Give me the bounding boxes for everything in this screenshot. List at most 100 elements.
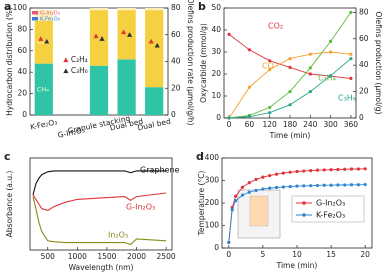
legend-label: G-In₂O₃	[316, 199, 345, 208]
data-point	[254, 188, 258, 192]
x-tick-label: 120	[263, 120, 278, 129]
bar-segment	[117, 8, 136, 11]
data-point	[295, 184, 299, 188]
data-point	[336, 183, 340, 187]
x-axis-label: Time (min)	[269, 131, 311, 140]
x-tick-label: 1000	[68, 252, 87, 261]
data-point	[247, 115, 251, 119]
x-axis-label: Wavelength (nm)	[69, 263, 134, 272]
panel-label: c	[4, 150, 11, 163]
bar-segment	[117, 59, 136, 115]
y2-axis-label: Olefins production (μmol/g)	[374, 12, 383, 115]
y-tick-label: 0	[216, 113, 221, 122]
legend-marker	[302, 201, 306, 205]
data-point	[268, 105, 272, 110]
data-point	[274, 185, 279, 190]
y-tick-label: 50	[211, 3, 221, 12]
data-point	[329, 168, 333, 172]
data-point	[309, 184, 313, 188]
olefin-marker	[121, 29, 127, 35]
data-point	[268, 186, 272, 190]
x-tick-label: 360	[344, 120, 359, 129]
y2-tick-label: 0	[171, 110, 176, 119]
data-point	[295, 169, 299, 174]
x-tick-label: 10	[292, 250, 302, 259]
inset-device	[249, 195, 269, 227]
bar-segment	[145, 10, 164, 88]
data-point	[227, 116, 231, 120]
data-point	[315, 168, 320, 172]
data-point	[349, 167, 354, 171]
legend-marker	[63, 57, 69, 63]
data-point	[268, 68, 272, 72]
bar-segment	[34, 63, 53, 115]
plot-frame	[223, 7, 357, 119]
series-line	[228, 184, 366, 243]
y2-tick-label: 40	[171, 57, 181, 66]
data-point	[308, 72, 312, 76]
data-point	[247, 85, 251, 89]
bar-segment	[117, 10, 136, 60]
data-point	[240, 193, 245, 197]
material-swatch	[32, 11, 38, 15]
data-point	[302, 184, 306, 188]
x-tick-label: 2000	[127, 252, 146, 261]
data-point	[356, 183, 360, 187]
series-line	[32, 170, 167, 195]
data-point	[329, 74, 333, 78]
olefin-marker	[93, 33, 99, 39]
data-point	[227, 32, 231, 37]
data-point	[322, 168, 326, 172]
legend-box	[291, 195, 365, 223]
series-line	[228, 168, 366, 243]
x-tick-label: 1500	[97, 252, 116, 261]
material-label: K-Fe₂O₃	[40, 17, 60, 23]
data-point	[247, 48, 251, 52]
data-point	[343, 167, 347, 171]
x-tick-label: 15	[326, 250, 336, 259]
x-tick-label: 2500	[157, 252, 176, 261]
data-point	[356, 167, 360, 171]
y-tick-label: 40	[211, 25, 221, 34]
data-point	[349, 10, 353, 14]
data-point	[363, 182, 367, 187]
bar-segment	[34, 10, 53, 21]
data-point	[302, 169, 306, 173]
bar-segment	[145, 8, 164, 11]
x-tick-label: 500	[41, 252, 56, 261]
x-tick-label: 300	[323, 120, 338, 129]
data-point	[268, 173, 272, 178]
data-point	[329, 183, 333, 187]
y2-axis-label: Olefins production rate (μmol/g/h)	[186, 0, 195, 125]
olefin-marker	[148, 38, 154, 44]
data-point	[281, 171, 285, 175]
y2-tick-label: 40	[359, 60, 369, 69]
y-tick-label: 400	[205, 153, 220, 162]
data-point	[247, 190, 251, 194]
y2-tick-label: 0	[359, 113, 364, 122]
data-point	[288, 65, 292, 69]
y2-tick-label: 20	[359, 87, 369, 96]
y2-tick-label: 60	[359, 34, 369, 43]
data-point	[288, 184, 292, 189]
y-tick-label: 100	[13, 3, 28, 12]
olefin-marker	[127, 32, 133, 37]
data-point	[363, 167, 367, 171]
segment-label: CH₄	[37, 85, 49, 93]
data-point	[281, 185, 285, 189]
plot-frame	[29, 157, 173, 251]
series-label: CO	[262, 62, 274, 71]
data-point	[308, 66, 312, 70]
data-point	[234, 199, 238, 203]
x-tick-label: 240	[303, 120, 318, 129]
series-label: CO₂	[268, 22, 283, 31]
series-line	[229, 12, 352, 119]
data-point	[288, 103, 292, 107]
olefin-marker	[154, 42, 160, 48]
x-tick-label: 0	[227, 120, 232, 129]
y-tick-label: 200	[205, 198, 220, 207]
bar-segment	[34, 20, 53, 64]
y-tick-label: 0	[22, 110, 27, 119]
series-line	[228, 34, 351, 79]
